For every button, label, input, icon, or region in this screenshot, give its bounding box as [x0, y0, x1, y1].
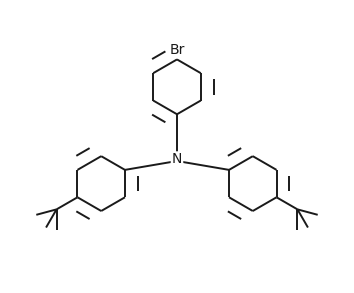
Text: N: N	[172, 152, 182, 166]
Text: Br: Br	[169, 43, 185, 57]
